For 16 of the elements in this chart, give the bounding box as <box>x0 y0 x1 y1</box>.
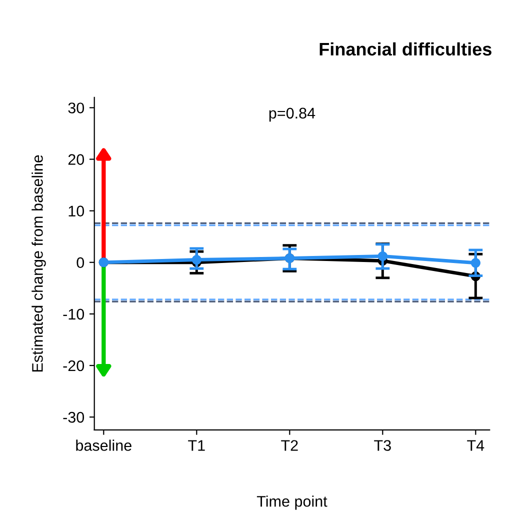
y-tick-label: -20 <box>63 360 84 372</box>
x-tick-label: T4 <box>467 440 484 451</box>
x-tick-label: T2 <box>281 440 298 451</box>
y-axis-title: Estimated change from baseline <box>32 155 46 372</box>
x-tick-label: baseline <box>76 440 132 451</box>
y-tick-label: 10 <box>68 206 84 216</box>
y-tick-label: -30 <box>63 412 84 423</box>
chart-title: Financial difficulties <box>320 42 492 56</box>
y-tick-label: 20 <box>68 154 84 165</box>
x-axis-title: Time point <box>256 496 328 510</box>
y-tick-label: 30 <box>68 102 84 114</box>
x-tick-label: T3 <box>374 440 391 451</box>
x-tick-label: T1 <box>188 440 205 451</box>
y-tick-label: 0 <box>76 257 84 268</box>
y-tick-label: -10 <box>63 308 84 320</box>
annotation: p=0.84 <box>269 108 316 122</box>
